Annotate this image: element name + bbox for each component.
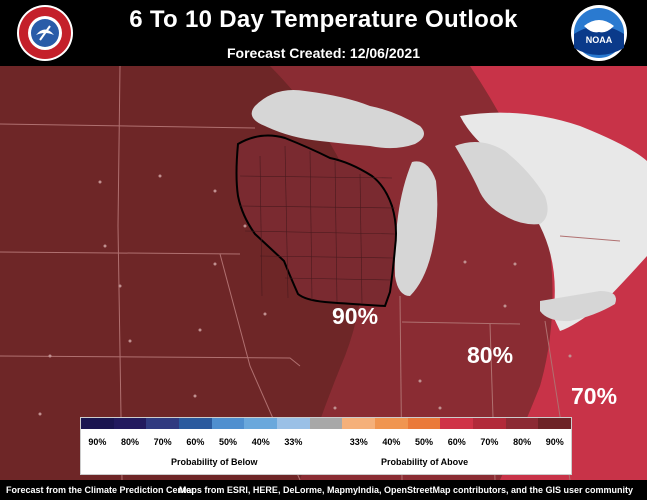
legend-label: 80%	[121, 437, 140, 447]
city-markers	[38, 174, 572, 416]
legend-swatch	[179, 418, 212, 429]
nws-logo	[16, 4, 74, 62]
legend-swatch	[81, 418, 114, 429]
legend-swatch	[538, 418, 572, 429]
outlook-map	[0, 66, 647, 480]
legend-label: 90%	[545, 437, 564, 447]
legend-swatch	[375, 418, 408, 429]
legend-label: 90%	[88, 437, 107, 447]
legend-swatch	[244, 418, 278, 429]
lake-michigan	[394, 161, 438, 296]
state-boundaries	[0, 66, 621, 480]
header: 6 To 10 Day Temperature Outlook Forecast…	[0, 0, 647, 66]
forecast-created-date: Forecast Created: 12/06/2021	[227, 45, 420, 61]
county-lines	[239, 145, 396, 305]
legend-label: 80%	[513, 437, 532, 447]
legend-label: 33%	[284, 437, 303, 447]
legend-label: 70%	[480, 437, 499, 447]
footer-credit-cpc: Forecast from the Climate Prediction Cen…	[6, 485, 195, 495]
lake-superior	[251, 90, 424, 149]
legend-swatch	[440, 418, 474, 429]
wisconsin-outline	[235, 134, 397, 308]
lake-huron	[455, 142, 548, 225]
map-title: 6 To 10 Day Temperature Outlook	[129, 6, 518, 33]
legend-label: 70%	[153, 437, 172, 447]
legend-label: 60%	[186, 437, 205, 447]
legend-swatch	[211, 418, 245, 429]
footer-credit-maps: Maps from ESRI, HERE, DeLorme, MapmyIndi…	[178, 485, 633, 495]
lake-erie	[540, 291, 616, 322]
legend-label: 50%	[415, 437, 434, 447]
legend-labels: 90% 80% 70% 60% 50% 40% 33% 33% 40% 50% 60% 70% 80% 9…	[81, 437, 571, 447]
svg-text:NOAA: NOAA	[586, 35, 613, 45]
legend-label: 40%	[251, 437, 270, 447]
legend-swatch	[277, 418, 310, 429]
legend-above-caption: Probability of Above	[381, 457, 469, 467]
legend-swatch	[309, 418, 343, 429]
probability-label-70: 70%	[571, 383, 618, 409]
legend-swatches	[81, 418, 572, 429]
probability-label-80: 80%	[467, 342, 514, 368]
footer: Forecast from the Climate Prediction Cen…	[0, 480, 647, 500]
legend-swatch	[473, 418, 506, 429]
probability-legend: 90% 80% 70% 60% 50% 40% 33% 33% 40% 50% 60% 70% 80% 9…	[80, 417, 572, 475]
legend-swatch	[342, 418, 376, 429]
legend-swatch	[113, 418, 147, 429]
legend-label: 50%	[219, 437, 238, 447]
probability-label-90: 90%	[332, 303, 379, 329]
legend-swatch	[407, 418, 441, 429]
noaa-logo: NOAA	[570, 4, 628, 62]
legend-swatch	[505, 418, 539, 429]
legend-swatch	[146, 418, 180, 429]
legend-label: 60%	[447, 437, 466, 447]
legend-below-caption: Probability of Below	[171, 457, 258, 467]
legend-label	[310, 437, 343, 447]
legend-label: 40%	[382, 437, 401, 447]
legend-label: 33%	[349, 437, 368, 447]
